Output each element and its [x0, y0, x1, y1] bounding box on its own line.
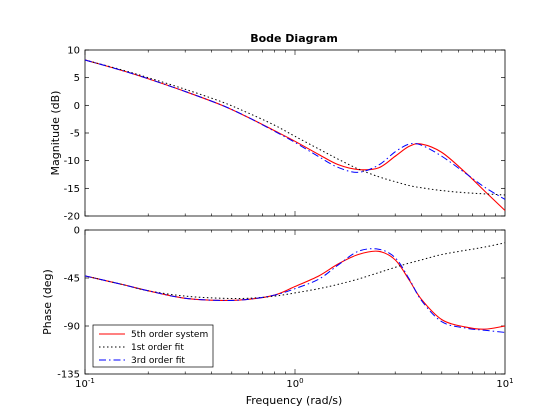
x-axis-label: Frequency (rad/s): [246, 394, 343, 407]
series-line-3rd-order-fit: [84, 248, 506, 333]
phase-y-tick-label: -45: [64, 274, 80, 285]
magnitude-y-tick-label: -10: [64, 156, 80, 167]
series-line-1st-order-fit: [84, 242, 506, 300]
phase-y-tick-label: -135: [57, 370, 80, 381]
chart-title: Bode Diagram: [250, 32, 338, 45]
legend-box: [92, 324, 214, 368]
legend: 5th order system 1st order fit 3rd order f…: [92, 324, 214, 368]
magnitude-y-tick-label: -5: [70, 129, 80, 140]
series-line-3rd-order-fit: [84, 59, 506, 200]
magnitude-axes-box: [84, 49, 506, 217]
magnitude-panel: 10 5 0 -5 -10 -15 -20 Magnitude (dB): [49, 46, 506, 223]
x-tick-label: 10-1: [75, 377, 95, 390]
series-line-1st-order-fit: [84, 59, 506, 196]
magnitude-y-tick-label: -20: [64, 212, 80, 223]
magnitude-y-tick-label: 10: [67, 46, 80, 57]
legend-label: 3rd order fit: [131, 356, 185, 366]
magnitude-y-tick-label: 0: [74, 101, 80, 112]
x-axis-ticks: 10-1 100 101: [75, 377, 513, 390]
legend-label: 1st order fit: [131, 343, 184, 353]
phase-y-tick-label: 0: [74, 226, 80, 237]
magnitude-y-label: Magnitude (dB): [49, 91, 62, 176]
x-tick-label: 100: [286, 377, 303, 390]
phase-y-label: Phase (deg): [41, 269, 54, 335]
legend-label: 5th order system: [131, 330, 208, 340]
magnitude-y-tick-label: -15: [64, 184, 80, 195]
phase-y-tick-label: -90: [64, 322, 80, 333]
magnitude-y-tick-label: 5: [74, 73, 80, 84]
x-tick-label: 101: [496, 377, 513, 390]
